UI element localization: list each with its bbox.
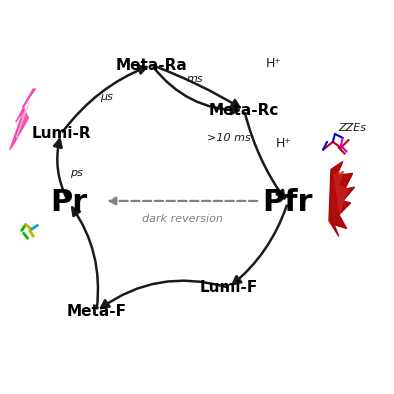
Text: Pr: Pr — [50, 188, 87, 217]
Polygon shape — [17, 102, 30, 138]
Text: H⁺: H⁺ — [276, 138, 292, 150]
Text: ps: ps — [71, 168, 83, 178]
Text: ZZEs: ZZEs — [338, 123, 367, 133]
Polygon shape — [334, 171, 348, 213]
Text: Lumi-R: Lumi-R — [31, 126, 91, 141]
Text: Meta-Rc: Meta-Rc — [209, 103, 279, 118]
Polygon shape — [329, 162, 355, 236]
Polygon shape — [10, 89, 35, 150]
Text: Lumi-F: Lumi-F — [199, 280, 258, 295]
Text: μs: μs — [100, 91, 113, 102]
Text: Pfr: Pfr — [262, 188, 313, 217]
Text: Meta-F: Meta-F — [67, 304, 126, 319]
Text: ms: ms — [187, 74, 203, 84]
Text: Meta-Ra: Meta-Ra — [116, 58, 188, 72]
Text: H⁺: H⁺ — [266, 58, 282, 70]
Text: dark reversion: dark reversion — [142, 214, 223, 224]
Text: >10 ms: >10 ms — [206, 133, 251, 143]
